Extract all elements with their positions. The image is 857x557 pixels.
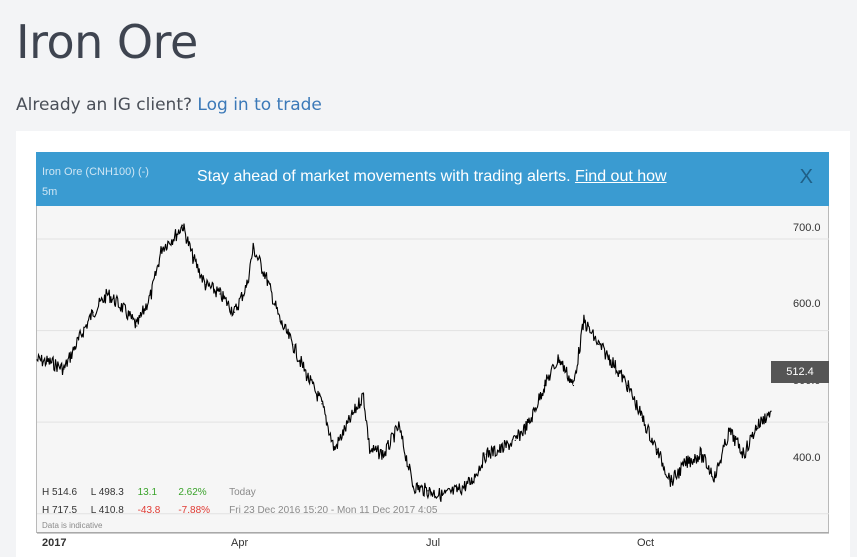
page-title: Iron Ore — [16, 15, 198, 69]
price-point — [743, 453, 745, 455]
price-point — [252, 247, 254, 249]
price-point — [36, 359, 38, 361]
x-tick-label: Jul — [426, 537, 441, 549]
price-point — [92, 311, 94, 313]
price-point — [456, 490, 458, 492]
period-change-pct: -7.88% — [178, 505, 211, 516]
price-point — [348, 421, 350, 423]
price-point — [500, 449, 502, 451]
price-point — [398, 426, 400, 428]
alert-message: Stay ahead of market movements with trad… — [197, 168, 667, 186]
period-change: -43.8 — [137, 505, 161, 516]
price-point — [470, 481, 473, 483]
price-point — [685, 462, 687, 464]
alert-banner: Iron Ore (CNH100) (-) 5m Stay ahead of m… — [36, 152, 829, 206]
price-point — [626, 384, 629, 387]
price-point — [161, 247, 163, 249]
price-point — [427, 490, 429, 492]
period-low: L 410.8 — [90, 505, 124, 516]
y-tick-label: 400.0 — [793, 452, 821, 464]
x-tick-label: 2017 — [42, 537, 67, 549]
price-point — [279, 320, 281, 323]
today-low: L 498.3 — [90, 487, 124, 498]
price-point — [543, 384, 545, 387]
price-point — [714, 476, 716, 478]
price-point — [292, 343, 294, 345]
price-point — [50, 362, 53, 364]
price-point — [63, 368, 65, 370]
price-point — [107, 293, 109, 295]
price-point — [770, 410, 772, 412]
y-tick-label: 600.0 — [793, 298, 821, 310]
price-point — [383, 453, 385, 455]
interval-label[interactable]: 5m — [42, 186, 58, 198]
price-point — [641, 416, 643, 419]
today-change-pct: 2.62% — [178, 487, 207, 498]
price-point — [572, 384, 575, 387]
price-point — [583, 320, 585, 323]
price-point — [656, 449, 658, 451]
stats-today: H 514.6 L 498.3 13.1 2.62% Today — [42, 487, 256, 498]
price-point — [246, 284, 248, 286]
today-label: Today — [229, 487, 256, 498]
price-point — [412, 485, 414, 487]
login-link[interactable]: Log in to trade — [197, 95, 322, 115]
price-point — [136, 325, 138, 327]
price-point — [362, 394, 365, 396]
x-tick-label: Apr — [231, 537, 249, 549]
price-point — [333, 449, 335, 451]
price-point — [204, 284, 207, 286]
period-high: H 717.5 — [42, 505, 78, 516]
login-prompt-text: Already an IG client? — [16, 95, 193, 115]
price-point — [597, 343, 600, 345]
price-point — [728, 430, 731, 432]
price-point — [121, 307, 123, 309]
price-point — [265, 275, 267, 277]
data-note: Data is indicative — [42, 521, 103, 530]
price-point — [755, 426, 758, 428]
price-point — [612, 362, 614, 364]
today-high: H 514.6 — [42, 487, 78, 498]
price-point — [192, 256, 194, 258]
price-point — [175, 233, 177, 236]
price-point — [150, 293, 152, 295]
price-point — [670, 481, 672, 483]
price-point — [485, 453, 487, 455]
login-prompt: Already an IG client? Log in to trade — [16, 95, 322, 115]
chart-card: Iron Ore (CNH100) (-) 5m Stay ahead of m… — [16, 131, 850, 557]
price-point — [219, 293, 221, 295]
price-point — [233, 311, 236, 313]
price-point — [514, 439, 516, 442]
today-change: 13.1 — [137, 487, 158, 498]
alert-link[interactable]: Find out how — [574, 168, 667, 185]
period-range: Fri 23 Dec 2016 15:20 - Mon 11 Dec 2017 … — [229, 505, 438, 516]
x-tick-label: Oct — [637, 537, 655, 549]
price-point — [699, 453, 701, 455]
current-price-badge: 512.4 — [771, 361, 829, 383]
price-point — [441, 494, 444, 496]
price-series-line — [36, 223, 772, 502]
price-point — [529, 421, 531, 423]
price-point — [369, 449, 371, 451]
price-point — [558, 357, 560, 359]
y-tick-label: 700.0 — [793, 222, 821, 234]
price-point — [77, 339, 80, 341]
price-point — [181, 224, 184, 226]
instrument-label: Iron Ore (CNH100) (-) — [42, 166, 149, 178]
price-point — [321, 403, 323, 405]
close-banner-button[interactable]: X — [799, 166, 813, 188]
alert-text: Stay ahead of market movements with trad… — [197, 168, 571, 185]
price-point — [306, 375, 308, 377]
stats-period: H 717.5 L 410.8 -43.8 -7.88% Fri 23 Dec … — [42, 505, 437, 516]
